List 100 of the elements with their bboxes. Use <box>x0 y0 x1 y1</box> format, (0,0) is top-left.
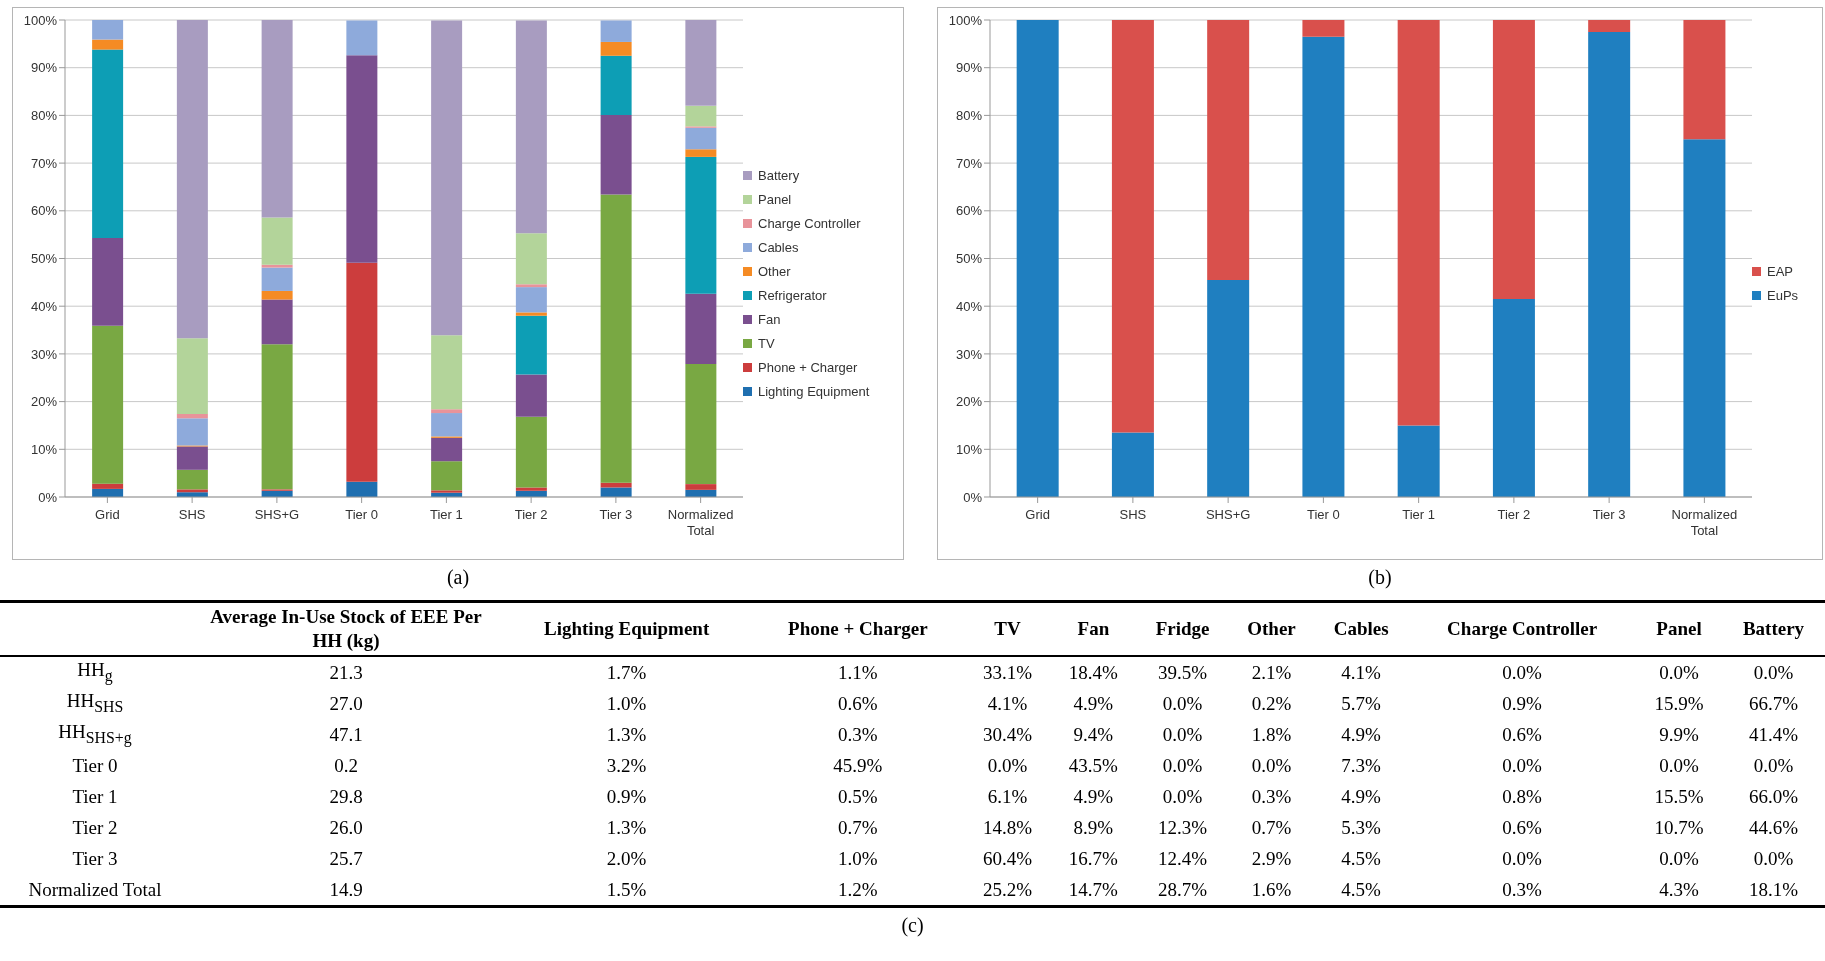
x-tick-label: Tier 3 <box>1592 507 1626 522</box>
bar <box>515 416 547 488</box>
x-tick-label: Tier 0 <box>345 507 378 522</box>
bar <box>515 487 547 491</box>
y-tick-label: 0% <box>963 489 983 505</box>
text: 4.9% <box>1073 692 1114 714</box>
text: 6.1% <box>987 785 1028 807</box>
text: 47.1 <box>329 723 363 745</box>
bar <box>1016 20 1059 497</box>
category-label: Fan <box>1076 617 1111 641</box>
y-tick-label: 70% <box>30 155 58 171</box>
bar <box>1588 31 1631 497</box>
bar <box>176 418 208 446</box>
text: 0.0% <box>1162 754 1203 776</box>
bar <box>92 483 124 489</box>
bar <box>600 20 632 42</box>
bar <box>431 409 463 414</box>
text: (c) <box>900 914 925 937</box>
bar <box>261 267 293 291</box>
text: 43.5% <box>1068 754 1118 776</box>
text: 12.3% <box>1158 816 1208 838</box>
x-tick-label: Tier 0 <box>1307 507 1340 522</box>
x-tick-label: Tier 2 <box>1497 507 1531 522</box>
text: 0.6% <box>838 692 878 714</box>
text: 2.1% <box>1251 661 1292 683</box>
bar <box>261 264 293 268</box>
text: 0.2% <box>1251 692 1292 714</box>
x-tick-label: SHS+G <box>254 507 300 522</box>
y-tick-label: 20% <box>30 394 58 410</box>
text: 0.0% <box>1659 847 1699 869</box>
text: 2.0% <box>606 847 647 869</box>
y-tick-label: 90% <box>30 60 58 76</box>
text: 0.9% <box>606 785 647 807</box>
text: 4.1% <box>1341 661 1381 683</box>
bar <box>1302 20 1345 37</box>
bar <box>1397 20 1440 426</box>
bar <box>346 20 378 56</box>
bar <box>431 437 463 462</box>
bar <box>261 217 293 265</box>
text: 9.9% <box>1659 723 1699 745</box>
text: 0.3% <box>1251 785 1292 807</box>
bar <box>346 481 378 497</box>
text: 41.4% <box>1748 723 1799 745</box>
bar <box>431 490 463 493</box>
text: 0.0% <box>1659 661 1699 683</box>
text: 0.0% <box>1659 754 1699 776</box>
text: 28.7% <box>1158 878 1208 900</box>
bar <box>600 114 632 195</box>
bar <box>1111 20 1154 433</box>
text: 1.8% <box>1251 723 1292 745</box>
text: 39.5% <box>1158 661 1208 683</box>
text: 0.6% <box>1502 723 1542 745</box>
bar <box>346 55 378 263</box>
text: 25.7 <box>329 847 363 869</box>
bar <box>431 335 463 410</box>
bar <box>515 233 547 285</box>
bar <box>261 299 293 345</box>
bar <box>176 338 208 414</box>
bar <box>515 312 547 316</box>
legend-label: Refrigerator <box>758 288 827 303</box>
y-tick-label: 10% <box>955 441 983 457</box>
bar <box>346 262 378 482</box>
y-tick-label: 70% <box>955 155 983 171</box>
bar <box>600 487 632 497</box>
bar <box>1683 139 1726 497</box>
text: 60.4% <box>982 847 1032 869</box>
text: 0.2 <box>334 754 358 776</box>
x-tick-label: SHS <box>178 507 206 522</box>
x-tick-label: SHS <box>1119 507 1147 522</box>
text: 0.8% <box>1502 785 1542 807</box>
text: 44.6% <box>1748 816 1799 838</box>
bar <box>1207 20 1250 280</box>
legend-label: Cables <box>758 240 799 255</box>
text: 25.2% <box>982 878 1032 900</box>
text: 1.5% <box>606 878 647 900</box>
bar <box>685 484 717 490</box>
legend-label: Fan <box>758 312 781 327</box>
text: 66.7% <box>1748 692 1799 714</box>
bar <box>685 105 717 127</box>
text: 1.0% <box>838 847 878 869</box>
y-tick-label: 90% <box>955 60 983 76</box>
bar <box>600 194 632 483</box>
text: 1.3% <box>606 723 647 745</box>
y-tick-label: 30% <box>30 346 58 362</box>
bar <box>176 414 208 419</box>
x-tick-label: Tier 2 <box>514 507 548 522</box>
category-label: TV <box>993 617 1022 641</box>
category-label: Tier 2 <box>72 816 118 838</box>
y-tick-label: 50% <box>30 251 58 267</box>
category-label: Cables <box>1332 617 1390 641</box>
text: 0.0% <box>1753 754 1794 776</box>
text: 5.3% <box>1341 816 1381 838</box>
category-label: Lighting Equipment <box>543 617 711 641</box>
bar <box>431 413 463 437</box>
text: (a) <box>445 566 471 589</box>
text: 4.9% <box>1341 723 1381 745</box>
y-tick-label: 40% <box>955 298 983 314</box>
text: 1.0% <box>606 692 647 714</box>
bar <box>176 489 208 493</box>
bar <box>431 461 463 491</box>
